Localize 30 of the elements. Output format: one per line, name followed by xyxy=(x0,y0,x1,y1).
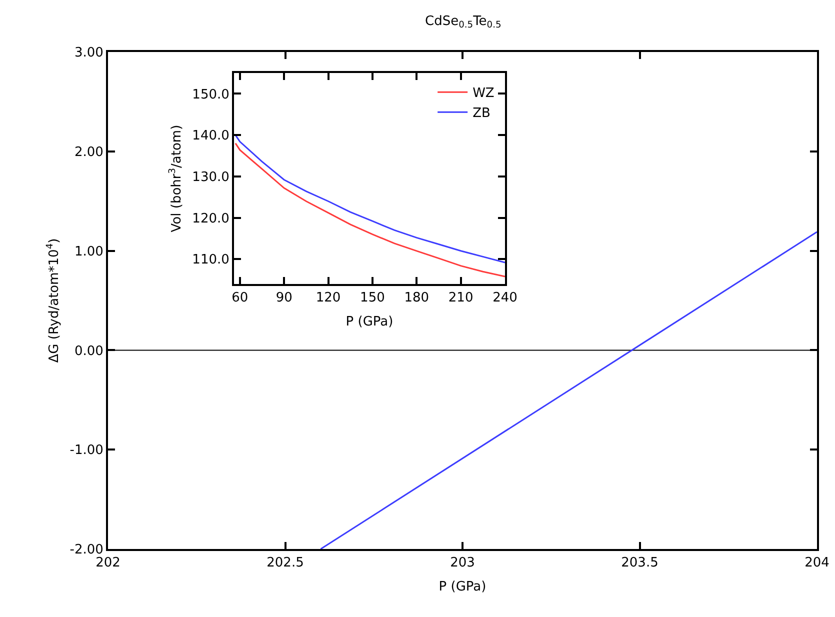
line-series xyxy=(234,134,505,264)
legend-label: WZ xyxy=(472,86,494,102)
x-tick-label: 203 xyxy=(450,556,475,571)
y-tick-label: 120.0 xyxy=(192,211,230,226)
line-series xyxy=(234,142,505,278)
x-tick-label: 210 xyxy=(448,290,474,306)
legend-label: ZB xyxy=(472,106,490,122)
x-axis-title: P (GPa) xyxy=(438,580,486,595)
y-tick-label: 0.00 xyxy=(74,344,104,359)
y-tick-label: 3.00 xyxy=(74,46,104,61)
x-tick-label: 120 xyxy=(316,290,341,306)
x-tick-label: 240 xyxy=(492,290,518,306)
chart-title: CdSe$_{0.5}$Te$_{0.5}$ xyxy=(425,14,502,31)
x-tick-label: 60 xyxy=(232,290,248,306)
y-tick-label: -1.00 xyxy=(70,443,104,458)
x-tick-label: 150 xyxy=(360,290,385,306)
y-tick-label: 130.0 xyxy=(192,170,230,185)
y-tick-label: 150.0 xyxy=(192,87,230,102)
x-tick-label: 90 xyxy=(276,290,292,306)
y-tick-label: -2.00 xyxy=(70,542,104,558)
y-tick-label: 1.00 xyxy=(74,244,104,260)
y-tick-label: 2.00 xyxy=(74,144,104,160)
y-tick-label: 110.0 xyxy=(192,252,230,268)
y-tick-label: 140.0 xyxy=(192,128,230,144)
x-tick-label: 202.5 xyxy=(266,556,304,571)
x-axis-title: P (GPa) xyxy=(346,314,394,330)
x-tick-label: 203.5 xyxy=(621,556,658,571)
x-tick-label: 204 xyxy=(804,556,830,571)
x-tick-label: 202 xyxy=(96,556,120,571)
x-tick-label: 180 xyxy=(404,290,430,306)
